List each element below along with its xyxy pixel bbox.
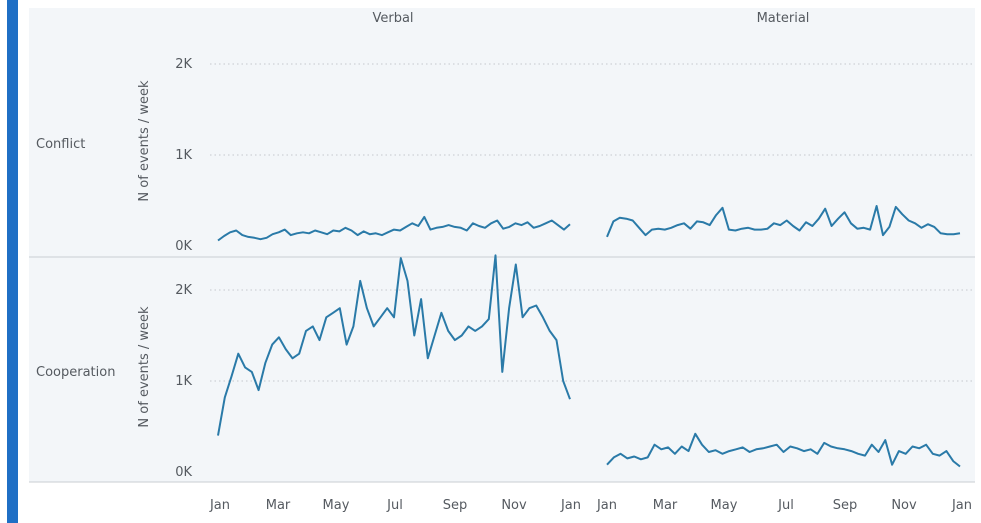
- series-line-cooperation-material: [606, 432, 961, 468]
- y-tick-label: 2K: [175, 283, 192, 298]
- x-tick-label: Mar: [266, 498, 291, 513]
- x-tick-label: Jan: [596, 498, 617, 513]
- series-line-conflict-verbal: [217, 215, 571, 242]
- series-line-conflict-material: [606, 205, 961, 238]
- x-tick-label: Jan: [560, 498, 581, 513]
- column-label-verbal: Verbal: [372, 11, 413, 26]
- y-tick-label: 0K: [175, 239, 192, 254]
- accent-bar: [7, 0, 18, 523]
- y-tick-label: 1K: [175, 374, 192, 389]
- x-tick-label: Nov: [891, 498, 917, 513]
- x-tick-label: Jan: [209, 498, 230, 513]
- y-axis-label: N of events / week: [137, 80, 152, 202]
- y-tick-label: 1K: [175, 148, 192, 163]
- y-axis-label: N of events / week: [137, 306, 152, 428]
- x-tick-label: May: [323, 498, 350, 513]
- x-tick-label: Sep: [443, 498, 468, 513]
- plot-area: [29, 8, 975, 482]
- x-tick-label: Sep: [833, 498, 858, 513]
- row-label-conflict: Conflict: [36, 137, 85, 152]
- x-tick-label: Mar: [653, 498, 678, 513]
- y-tick-label: 2K: [175, 57, 192, 72]
- x-tick-label: Jul: [386, 498, 403, 513]
- x-tick-label: Nov: [501, 498, 527, 513]
- series-line-cooperation-verbal: [217, 254, 571, 436]
- x-tick-label: Jul: [777, 498, 794, 513]
- column-label-material: Material: [757, 11, 810, 26]
- y-tick-label: 0K: [175, 465, 192, 480]
- row-label-cooperation: Cooperation: [36, 365, 115, 380]
- x-tick-label: May: [711, 498, 738, 513]
- x-tick-label: Jan: [951, 498, 972, 513]
